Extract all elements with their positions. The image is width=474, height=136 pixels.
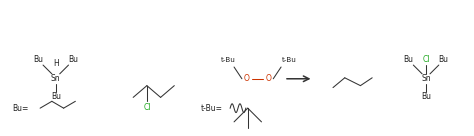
Text: t-Bu: t-Bu <box>282 57 296 63</box>
Text: Cl: Cl <box>422 55 430 64</box>
Text: t-Bu=: t-Bu= <box>201 104 223 113</box>
Text: Bu: Bu <box>439 55 449 64</box>
Text: H: H <box>53 59 59 68</box>
Text: O: O <box>265 74 271 83</box>
Text: Bu: Bu <box>33 55 43 64</box>
Text: Cl: Cl <box>143 103 151 112</box>
Text: Bu: Bu <box>421 92 431 101</box>
Text: Bu=: Bu= <box>13 104 29 113</box>
Text: t-Bu: t-Bu <box>221 57 236 63</box>
Text: Bu: Bu <box>51 92 61 101</box>
Text: Bu: Bu <box>403 55 413 64</box>
Text: Bu: Bu <box>68 55 78 64</box>
Text: Sn: Sn <box>51 74 61 83</box>
Text: O: O <box>244 74 250 83</box>
Text: Sn: Sn <box>421 74 431 83</box>
